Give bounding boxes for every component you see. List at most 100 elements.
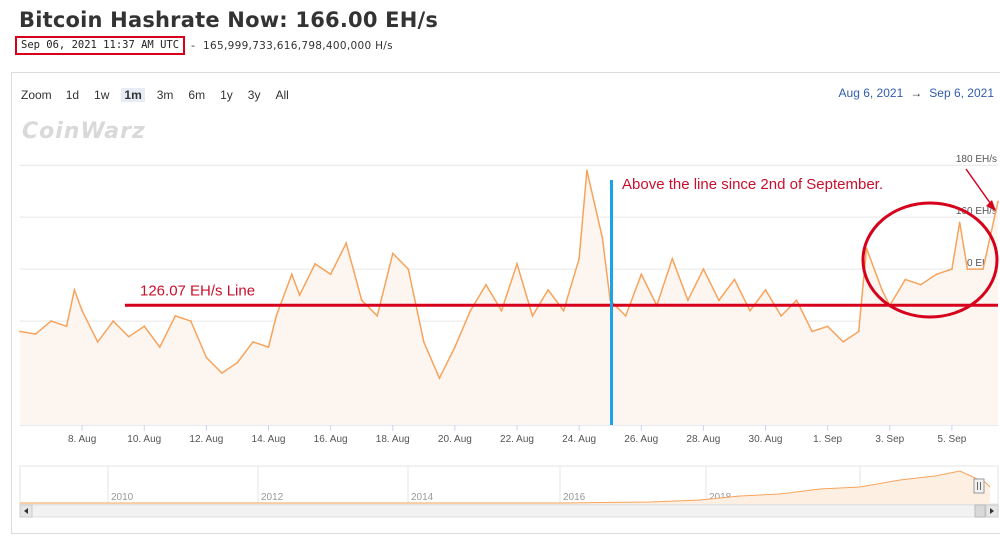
- data-point: [624, 314, 627, 317]
- x-tick-label: 16. Aug: [314, 434, 348, 445]
- data-point: [143, 325, 146, 328]
- separator: -: [191, 39, 196, 52]
- data-point: [671, 257, 674, 260]
- zoom-button-all[interactable]: All: [275, 88, 289, 102]
- data-point: [345, 242, 348, 245]
- data-point: [329, 273, 332, 276]
- data-point: [531, 314, 534, 317]
- data-point: [811, 330, 814, 333]
- data-point: [453, 346, 456, 348]
- navigator-year-label: 2016: [563, 492, 586, 503]
- data-point: [360, 299, 363, 302]
- data-point: [469, 309, 472, 312]
- data-point: [586, 169, 588, 172]
- data-point: [267, 346, 270, 348]
- scroll-right-icon: [990, 508, 994, 514]
- data-point: [205, 356, 208, 359]
- data-point: [562, 309, 565, 312]
- data-point: [81, 309, 84, 312]
- navigator-line: [20, 470, 991, 504]
- scrollbar-thumb[interactable]: [974, 504, 986, 518]
- data-point: [391, 252, 394, 255]
- data-point: [919, 283, 922, 286]
- zoom-button-3m[interactable]: 3m: [156, 88, 174, 102]
- data-point: [50, 320, 52, 322]
- x-tick-label: 30. Aug: [749, 434, 783, 445]
- zoom-button-1y[interactable]: 1y: [220, 88, 233, 102]
- data-point: [640, 273, 643, 276]
- data-point: [485, 283, 487, 286]
- data-point: [826, 325, 829, 328]
- data-point: [174, 314, 177, 317]
- navigator-year-label: 2010: [111, 492, 134, 503]
- y-tick-label: 140 EH/s: [956, 258, 997, 269]
- annotation-note: Above the line since 2nd of September.: [622, 176, 883, 193]
- navigator-year-label: 2012: [261, 492, 284, 503]
- data-point: [795, 299, 798, 302]
- x-tick-label: 1. Sep: [813, 434, 842, 445]
- page-title: Bitcoin Hashrate Now: 166.00 EH/s: [19, 8, 439, 32]
- data-point: [73, 289, 76, 291]
- timestamp: Sep 06, 2021 11:37 AM UTC: [15, 36, 186, 55]
- x-tick-label: 8. Aug: [68, 434, 96, 445]
- data-point: [982, 268, 984, 271]
- data-point: [958, 221, 961, 224]
- data-point: [407, 268, 410, 271]
- data-point: [516, 263, 518, 265]
- zoom-bar: Zoom 1d 1w 1m 3m 6m 1y 3y All: [21, 86, 304, 104]
- data-point: [547, 289, 549, 291]
- data-point: [158, 346, 161, 348]
- annotation-arrowhead-icon: [986, 200, 996, 211]
- data-point: [314, 263, 317, 265]
- zoom-button-1w[interactable]: 1w: [94, 88, 110, 102]
- zoom-label: Zoom: [21, 88, 52, 102]
- data-point: [376, 314, 379, 317]
- data-point: [904, 278, 907, 281]
- data-point: [733, 278, 736, 281]
- data-point: [966, 268, 969, 271]
- data-point: [686, 299, 689, 302]
- x-tick-label: 3. Sep: [875, 434, 904, 445]
- data-point: [275, 314, 278, 317]
- scroll-left-icon: [24, 508, 28, 514]
- x-tick-label: 20. Aug: [438, 434, 472, 445]
- x-tick-label: 12. Aug: [189, 434, 223, 445]
- zoom-button-1d[interactable]: 1d: [65, 88, 80, 102]
- subtitle-row: Sep 06, 2021 11:37 AM UTC - 165,999,733,…: [15, 36, 393, 55]
- data-point: [290, 273, 293, 276]
- data-point: [578, 257, 581, 260]
- x-tick-label: 18. Aug: [376, 434, 410, 445]
- x-tick-label: 28. Aug: [686, 434, 720, 445]
- series-area: [20, 170, 998, 425]
- data-point: [236, 361, 239, 364]
- data-point: [422, 340, 425, 343]
- coinwarz-watermark: CoinWarz: [22, 119, 146, 144]
- data-point: [500, 309, 503, 312]
- x-tick-label: 24. Aug: [562, 434, 596, 445]
- range-from-input[interactable]: Aug 6, 2021: [838, 86, 904, 100]
- zoom-button-3y[interactable]: 3y: [247, 88, 261, 102]
- x-tick-label: 26. Aug: [624, 434, 658, 445]
- navigator-year-label: 2014: [411, 492, 434, 503]
- navigator-handle[interactable]: [973, 478, 985, 494]
- data-point: [935, 273, 938, 276]
- x-tick-label: 10. Aug: [127, 434, 161, 445]
- exact-hashrate: 165,999,733,616,798,400,000 H/s: [203, 39, 393, 52]
- reference-line-label: 126.07 EH/s Line: [140, 282, 255, 299]
- zoom-button-6m[interactable]: 6m: [188, 88, 206, 102]
- data-point: [438, 377, 441, 380]
- data-point: [189, 320, 192, 322]
- annotation-arrow: [965, 168, 994, 208]
- data-point: [298, 294, 301, 296]
- data-point: [718, 299, 720, 302]
- zoom-button-1m[interactable]: 1m: [121, 88, 145, 102]
- data-point: [749, 309, 751, 312]
- data-point: [764, 289, 767, 291]
- range-to-input[interactable]: Sep 6, 2021: [929, 86, 994, 100]
- scrollbar-track[interactable]: [19, 504, 999, 518]
- x-tick-label: 14. Aug: [252, 434, 286, 445]
- data-point: [252, 340, 254, 343]
- data-point: [951, 268, 953, 271]
- navigator-frame: [19, 465, 999, 505]
